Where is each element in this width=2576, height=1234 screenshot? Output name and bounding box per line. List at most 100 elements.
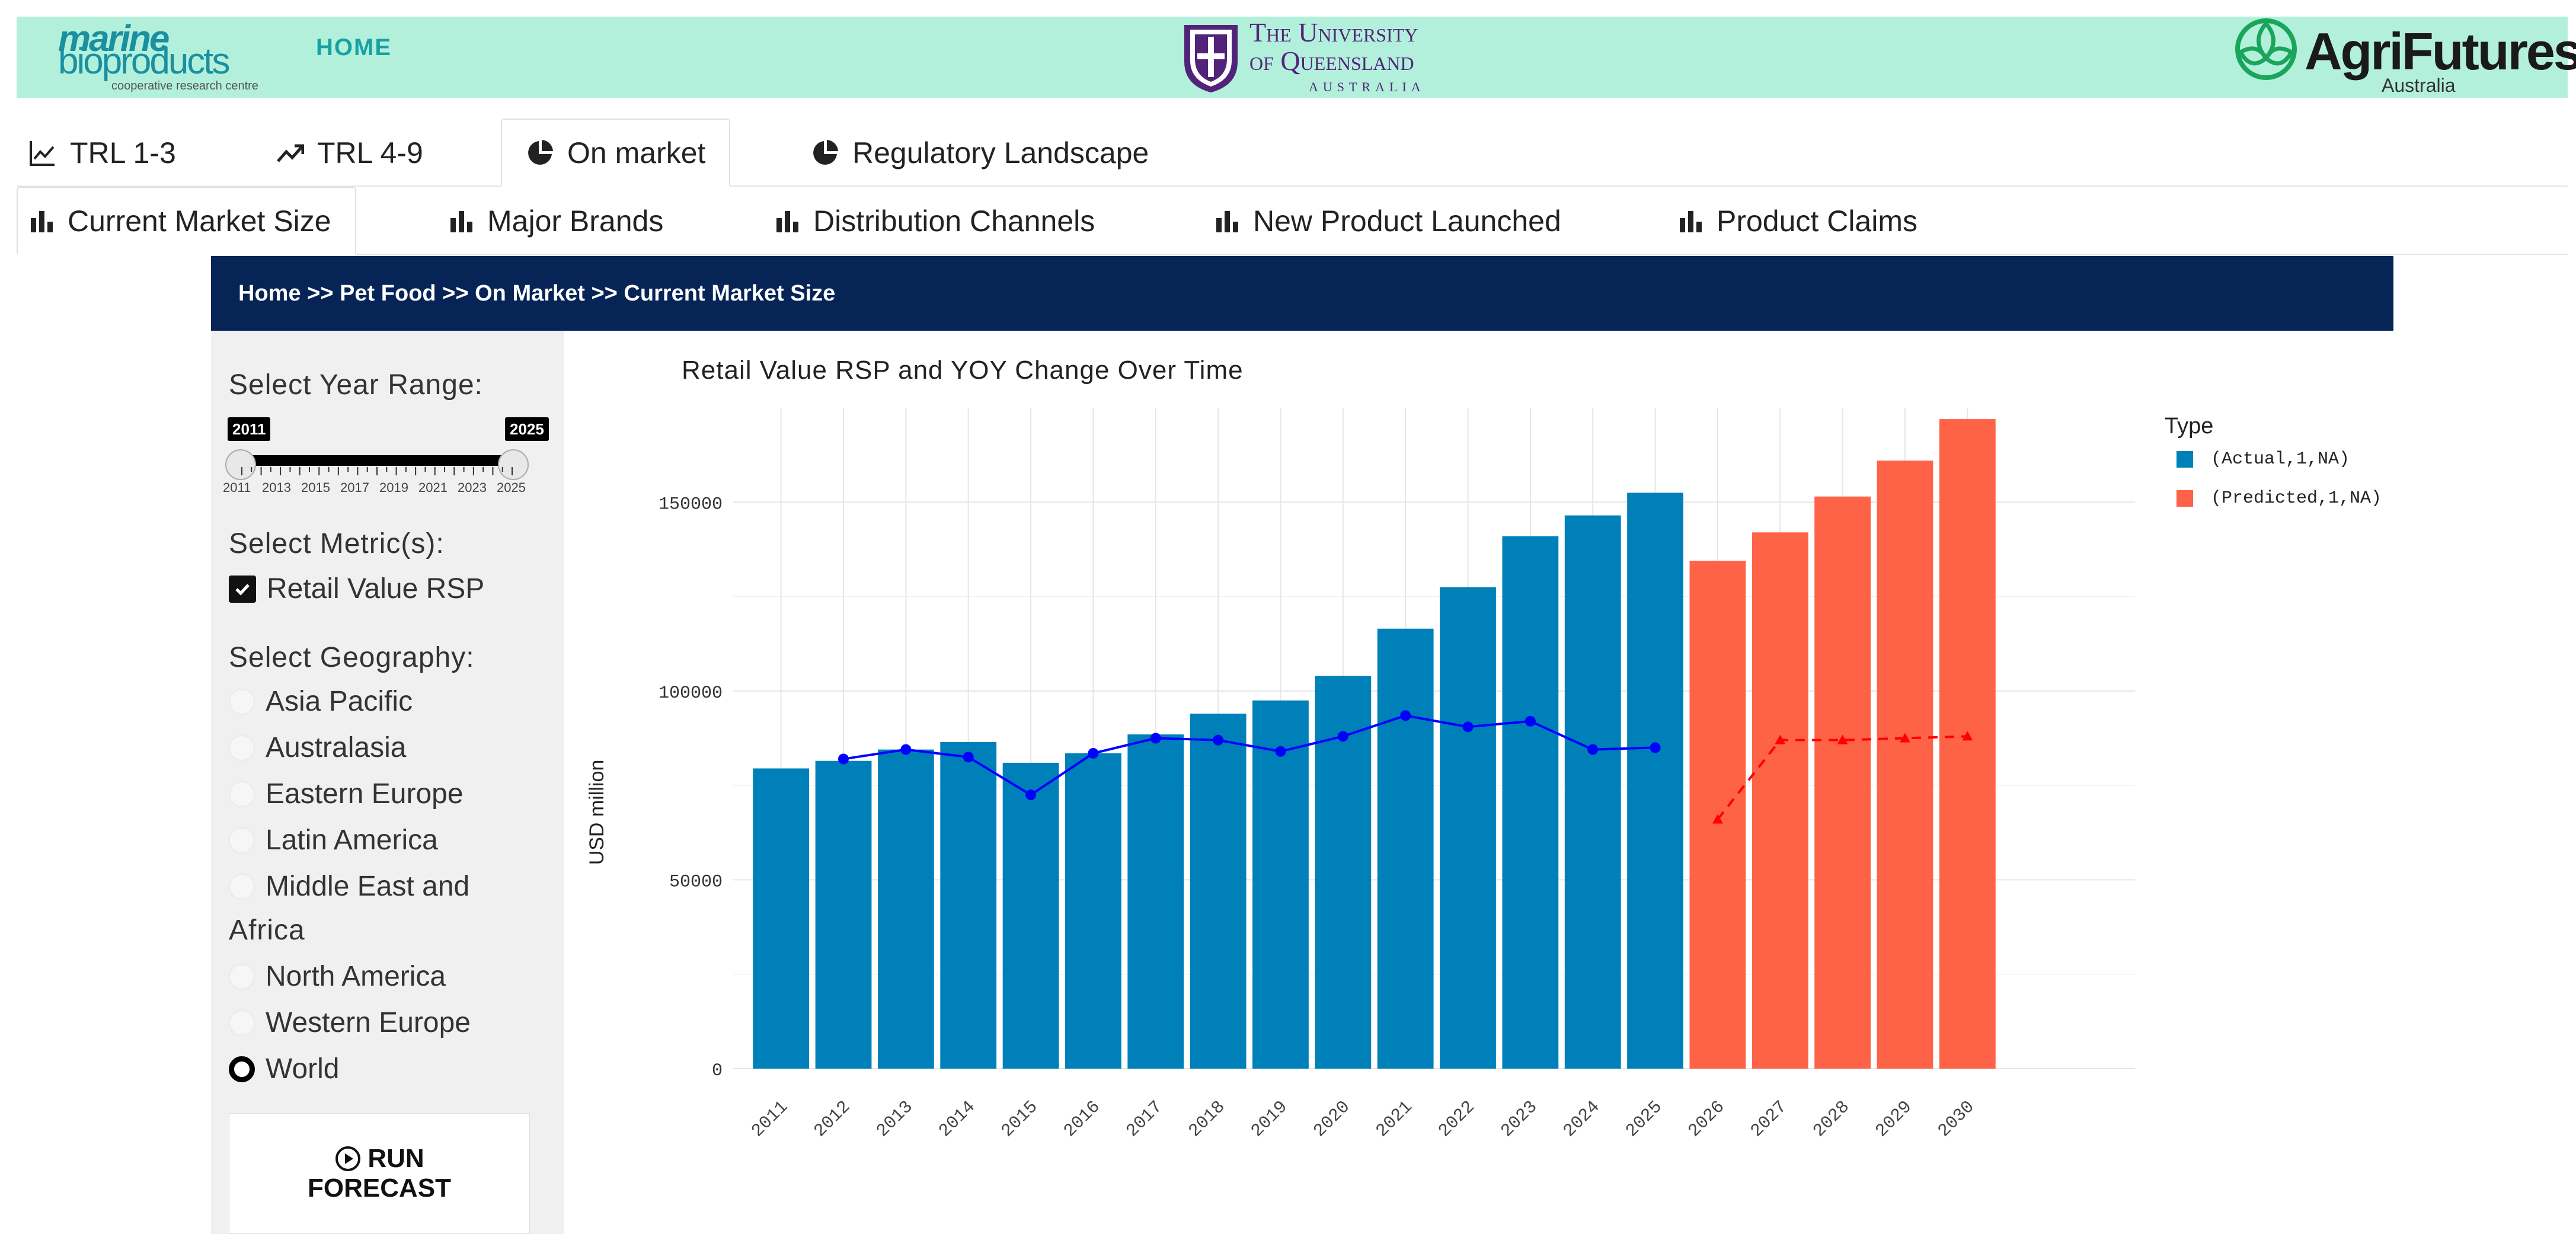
run-label: RUN [367,1144,424,1173]
bar-2011 [753,768,810,1069]
slider-handle-min[interactable] [225,449,256,480]
yoy-point [1962,731,1973,741]
x-tick-label: 2018 [1185,1097,1229,1142]
tab-product-claims[interactable]: Product Claims [1679,187,1917,255]
bar-2012 [815,760,872,1069]
y-tick-label: 150000 [659,494,723,514]
slider-max-badge: 2025 [505,417,549,441]
tab-label: Distribution Channels [813,204,1095,238]
x-tick-label: 2012 [810,1097,855,1142]
y-tick-label: 0 [712,1061,723,1081]
tab-major-brands[interactable]: Major Brands [449,187,663,255]
x-tick-label: 2020 [1310,1097,1354,1142]
yoy-point [1837,734,1848,744]
bar-2019 [1252,700,1309,1069]
radio-button[interactable] [229,827,255,853]
tab-label: On market [567,136,706,170]
tab-distribution-channels[interactable]: Distribution Channels [775,187,1095,255]
tab-label: Current Market Size [68,204,331,238]
year-range-slider[interactable]: 2011 2025 2011 2013 2015 2017 2019 2021 … [223,414,555,497]
checkbox-checked-icon[interactable] [229,575,256,603]
x-tick-label: 2017 [1123,1097,1167,1142]
x-tick-label: 2015 [998,1097,1042,1142]
header-bar: marine bioproducts cooperative research … [17,17,2576,98]
radio-button[interactable] [229,963,255,990]
slider-tick-label: 2025 [497,480,526,495]
yoy-point [1275,746,1286,757]
slider-track[interactable] [241,455,513,466]
yoy-point [1775,734,1786,744]
bar-2028 [1814,496,1871,1069]
x-tick-label: 2019 [1248,1097,1292,1142]
bar-2018 [1190,714,1247,1069]
x-tick-label: 2029 [1872,1097,1916,1142]
radio-eastern-europe[interactable]: Eastern Europe [229,778,464,810]
tab-regulatory-landscape[interactable]: Regulatory Landscape [811,119,1149,187]
line-chart-icon [30,140,55,166]
radio-middle-east-africa[interactable]: Middle East and [229,870,469,903]
bar-chart-icon [1216,210,1238,232]
x-tick-label: 2011 [748,1097,792,1142]
tab-on-market[interactable]: On market [501,119,731,187]
slider-tick-label: 2023 [458,480,487,495]
bar-2030 [1939,419,1996,1069]
radio-north-america[interactable]: North America [229,960,446,993]
filter-sidebar: Select Year Range: 2011 2025 2011 2013 2… [211,331,564,1234]
slider-handle-max[interactable] [498,449,529,480]
uq-country: AUSTRALIA [1309,79,1426,94]
radio-western-europe[interactable]: Western Europe [229,1006,471,1039]
yoy-point [1587,744,1599,755]
radio-button[interactable] [229,781,255,807]
radio-button[interactable] [229,1009,255,1036]
radio-button-selected[interactable] [229,1056,255,1082]
metric-checkbox-retail-value[interactable]: Retail Value RSP [229,573,484,605]
tab-trl-1-3[interactable]: TRL 1-3 [28,119,176,187]
yoy-point [1150,733,1161,744]
agrifutures-logo[interactable]: AgriFutures [2222,17,2576,98]
bar-2016 [1065,753,1121,1069]
bar-2027 [1752,532,1808,1069]
yoy-point [1524,715,1536,727]
uq-name-line-1: The University [1249,17,1418,47]
radio-button[interactable] [229,734,255,761]
radio-australasia[interactable]: Australasia [229,731,406,764]
radio-world[interactable]: World [229,1053,339,1085]
radio-button[interactable] [229,873,255,900]
metric-label: Select Metric(s): [229,528,445,560]
slider-tick-label: 2017 [340,480,369,495]
tab-label: Major Brands [487,204,664,238]
slider-tick-label: 2013 [262,480,291,495]
run-forecast-button[interactable]: RUN FORECAST [229,1113,530,1234]
home-link[interactable]: HOME [316,34,392,60]
yoy-point [1650,742,1661,753]
tab-new-product-launched[interactable]: New Product Launched [1215,187,1561,255]
legend-label: (Actual,1,NA) [2211,449,2350,469]
x-tick-label: 2013 [872,1097,917,1142]
slider-tick-label: 2015 [301,480,330,495]
x-tick-label: 2022 [1435,1097,1479,1142]
tab-label: TRL 1-3 [70,136,176,170]
bar-2017 [1127,734,1184,1069]
radio-label: North America [266,961,446,992]
legend-item-actual[interactable]: (Actual,1,NA) [2177,449,2350,469]
play-circle-icon [335,1146,361,1171]
tab-trl-4-9[interactable]: TRL 4-9 [276,119,423,187]
uq-name-line-2: of Queensland [1249,46,1414,76]
legend-label: (Predicted,1,NA) [2211,488,2382,509]
radio-button[interactable] [229,688,255,715]
x-tick-label: 2014 [935,1097,980,1142]
radio-asia-pacific[interactable]: Asia Pacific [229,685,413,718]
marine-bioproducts-logo[interactable]: marine bioproducts cooperative research … [40,17,266,98]
radio-label-continuation: Africa [229,915,305,946]
radio-latin-america[interactable]: Latin America [229,824,438,856]
yoy-point [1712,814,1723,824]
legend-item-predicted[interactable]: (Predicted,1,NA) [2177,488,2382,509]
yoy-point [1899,733,1910,743]
breadcrumb: Home >> Pet Food >> On Market >> Current… [211,256,2393,331]
bar-2029 [1877,461,1933,1069]
yoy-point [1400,710,1411,721]
radio-label: Australasia [266,732,407,763]
slider-min-badge: 2011 [228,417,271,441]
legend-title: Type [2165,414,2214,439]
tab-current-market-size[interactable]: Current Market Size [17,187,356,255]
